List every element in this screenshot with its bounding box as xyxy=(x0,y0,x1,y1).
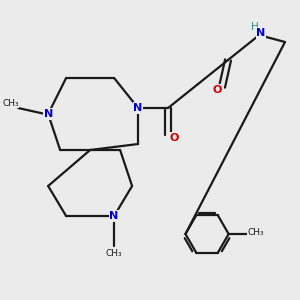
Text: CH₃: CH₃ xyxy=(247,228,264,237)
Text: N: N xyxy=(110,211,119,221)
Text: N: N xyxy=(134,103,143,113)
Text: O: O xyxy=(169,133,179,143)
Text: CH₃: CH₃ xyxy=(106,249,122,258)
Text: CH₃: CH₃ xyxy=(2,99,19,108)
Text: N: N xyxy=(44,109,53,119)
Text: H: H xyxy=(251,22,259,32)
Text: O: O xyxy=(213,85,222,95)
Text: N: N xyxy=(256,28,266,38)
